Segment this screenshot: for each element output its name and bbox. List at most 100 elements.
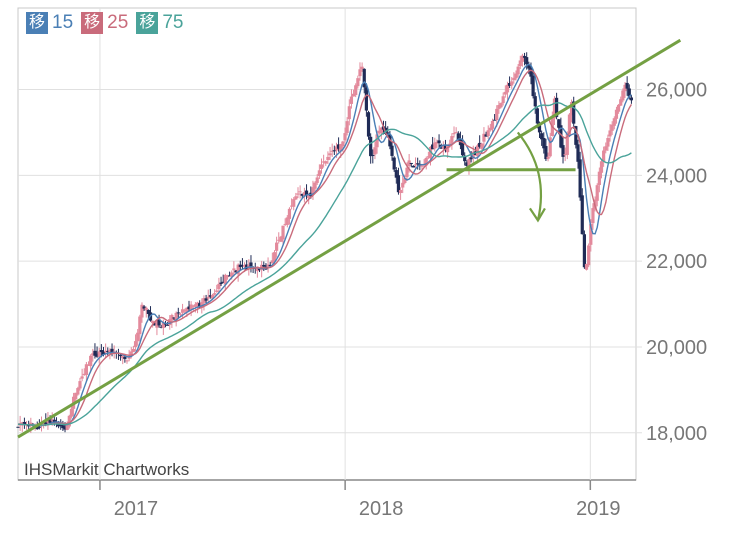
candle-body — [576, 144, 580, 162]
candle-body — [215, 290, 219, 292]
candle-body — [230, 272, 234, 277]
candle-body — [125, 360, 129, 362]
candle-body — [497, 105, 501, 109]
candle-body — [520, 55, 525, 62]
legend-item-ma75[interactable]: 移 75 — [136, 12, 183, 34]
candle-body — [133, 341, 138, 348]
candle-body — [221, 281, 225, 283]
candle-body — [373, 147, 377, 155]
candle-body — [544, 146, 548, 160]
candle-body — [322, 161, 326, 163]
candle-body — [379, 127, 383, 134]
candle-body — [279, 236, 283, 242]
candle-body — [29, 422, 33, 426]
candle-body — [63, 427, 67, 430]
candle-body — [275, 242, 279, 251]
candle-body — [272, 252, 277, 262]
candle-body — [287, 208, 292, 219]
candle-body — [206, 296, 210, 299]
candle-body — [595, 185, 599, 201]
candle-body — [294, 196, 298, 200]
candle-body — [364, 87, 368, 111]
candle-body — [227, 275, 232, 277]
candle-body — [572, 101, 576, 124]
candle-body — [606, 138, 610, 147]
candle-body — [471, 151, 475, 158]
candle-body — [486, 130, 490, 136]
candle-body — [345, 121, 349, 133]
candle-body — [401, 182, 405, 188]
annotation-arrow — [516, 131, 543, 221]
candle-body — [118, 354, 123, 357]
candle-body — [433, 142, 437, 149]
candle-body — [540, 133, 544, 140]
candle-body — [89, 355, 93, 367]
candle-body — [582, 234, 586, 268]
candle-body — [101, 351, 106, 355]
candle-body — [428, 146, 433, 159]
candle-body — [450, 136, 454, 145]
candle-body — [16, 426, 20, 428]
candle-body — [50, 419, 54, 421]
candle-body — [174, 312, 178, 321]
candle-body — [210, 294, 215, 299]
candle-body — [313, 182, 317, 189]
candle-body — [298, 191, 302, 193]
candle-body — [514, 73, 518, 79]
candle-body — [144, 307, 148, 311]
x-tick-label: 2017 — [114, 498, 159, 520]
candle-body — [465, 162, 469, 166]
candle-body — [302, 192, 307, 196]
candle-body — [407, 160, 411, 167]
candle-body — [454, 132, 458, 134]
candle-body — [187, 306, 191, 309]
legend-item-ma15[interactable]: 移 15 — [26, 12, 73, 34]
legend-badge: 移 — [136, 12, 159, 34]
candle-body — [319, 164, 324, 169]
candle-body — [285, 217, 289, 225]
candle-body — [563, 154, 567, 156]
candle-body — [110, 348, 114, 354]
candle-body — [527, 64, 531, 69]
candle-body — [146, 309, 150, 314]
candle-body — [129, 351, 133, 356]
candle-body — [289, 205, 294, 207]
candle-body — [392, 157, 396, 170]
candle-body — [533, 96, 537, 107]
candle-body — [324, 161, 328, 164]
candle-body — [463, 155, 467, 162]
candle-body — [99, 350, 103, 353]
candle-body — [106, 350, 110, 352]
candle-body — [495, 108, 499, 121]
candle-body — [354, 85, 358, 96]
candle-body — [516, 66, 520, 75]
candle-body — [341, 141, 345, 147]
candle-body — [281, 225, 285, 240]
candle-body — [334, 146, 339, 151]
candle-body — [567, 114, 572, 136]
candle-body — [76, 388, 80, 395]
candle-body — [172, 317, 176, 319]
candle-body — [398, 189, 403, 194]
candle-body — [91, 353, 95, 356]
candle-body — [629, 97, 634, 101]
candle-body — [356, 78, 360, 87]
candle-body — [467, 158, 471, 168]
candle-body — [262, 265, 266, 267]
candle-body — [123, 356, 127, 360]
candle-body — [61, 425, 65, 429]
candle-body — [315, 177, 319, 183]
candle-body — [390, 145, 394, 156]
candle-body — [234, 270, 238, 273]
candle-body — [529, 67, 533, 77]
candle-body — [452, 133, 456, 135]
candle-body — [505, 84, 510, 93]
candle-body — [339, 144, 343, 152]
candle-body — [326, 156, 330, 160]
legend-item-ma25[interactable]: 移 25 — [81, 12, 128, 34]
candle-body — [185, 307, 189, 313]
legend-badge: 移 — [26, 12, 49, 34]
candle-body — [548, 137, 552, 157]
candle-body — [328, 153, 332, 156]
candle-body — [602, 150, 606, 162]
